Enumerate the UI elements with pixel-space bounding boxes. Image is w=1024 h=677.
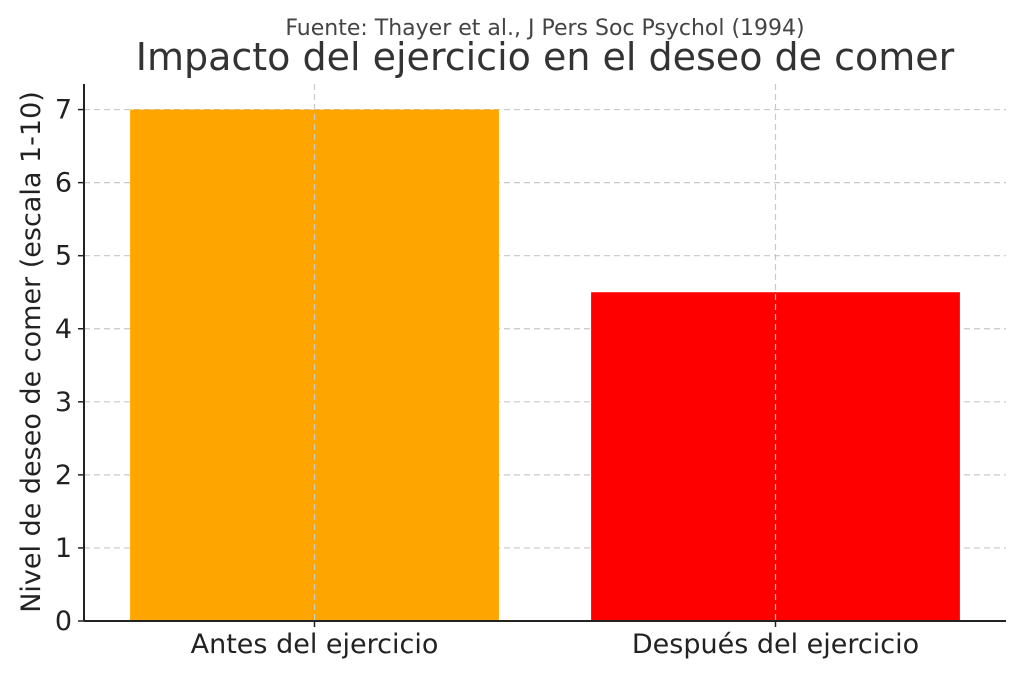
y-tick-label: 1 bbox=[55, 533, 72, 564]
y-tick-label: 6 bbox=[55, 168, 72, 199]
x-ticks-layer: Antes del ejercicio Después del ejercicio bbox=[191, 621, 919, 660]
x-tick-label: Antes del ejercicio bbox=[191, 629, 439, 660]
chart-title: Impacto del ejercicio en el deseo de com… bbox=[136, 35, 955, 79]
y-axis-label: Nivel de deseo de comer (escala 1-10) bbox=[16, 91, 47, 613]
x-tick-label: Después del ejercicio bbox=[632, 629, 919, 660]
y-tick-label: 2 bbox=[55, 460, 72, 491]
y-tick-label: 0 bbox=[55, 606, 72, 637]
y-tick-label: 5 bbox=[55, 241, 72, 272]
y-tick-label: 7 bbox=[55, 95, 72, 126]
y-tick-label: 3 bbox=[55, 387, 72, 418]
y-ticks-layer: 0 1 2 3 4 5 6 7 bbox=[55, 95, 84, 637]
y-tick-label: 4 bbox=[55, 314, 72, 345]
chart-subtitle: Fuente: Thayer et al., J Pers Soc Psycho… bbox=[285, 16, 804, 41]
bars-layer bbox=[130, 109, 960, 622]
